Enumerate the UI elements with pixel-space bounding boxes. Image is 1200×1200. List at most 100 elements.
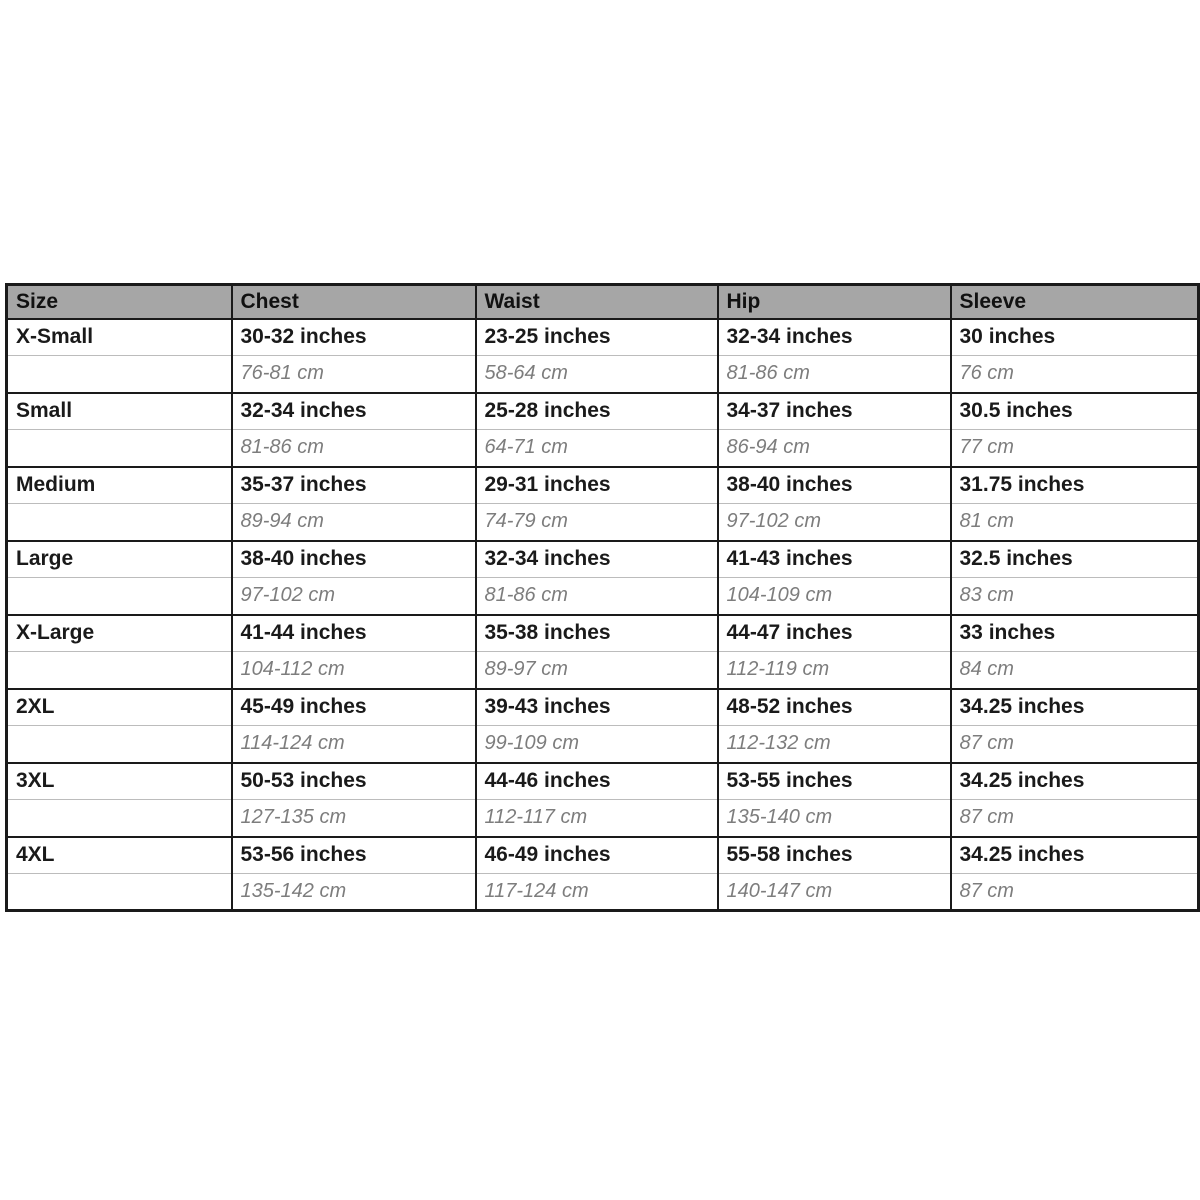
cell-waist-inches: 39-43 inches bbox=[474, 687, 718, 726]
size-cell-empty bbox=[6, 577, 232, 615]
column-header-waist: Waist bbox=[474, 284, 718, 320]
size-chart-table: Size Chest Waist Hip Sleeve X-Small 30-3… bbox=[5, 283, 1200, 912]
cell-sleeve-inches: 34.25 inches bbox=[949, 835, 1199, 874]
cell-sleeve-cm: 83 cm bbox=[949, 577, 1199, 615]
cell-waist-cm: 89-97 cm bbox=[474, 651, 718, 689]
table-row-inches: 3XL 50-53 inches 44-46 inches 53-55 inch… bbox=[6, 761, 1199, 800]
cell-chest-inches: 53-56 inches bbox=[230, 835, 476, 874]
cell-chest-inches: 30-32 inches bbox=[230, 318, 476, 356]
cell-hip-inches: 32-34 inches bbox=[716, 318, 951, 356]
cell-sleeve-cm: 84 cm bbox=[949, 651, 1199, 689]
size-cell-empty bbox=[6, 725, 232, 763]
table-row-inches: Medium 35-37 inches 29-31 inches 38-40 i… bbox=[6, 465, 1199, 504]
size-label: Small bbox=[6, 391, 232, 430]
cell-waist-cm: 99-109 cm bbox=[474, 725, 718, 763]
size-label: 2XL bbox=[6, 687, 232, 726]
table-header-row: Size Chest Waist Hip Sleeve bbox=[6, 284, 1199, 320]
cell-waist-cm: 81-86 cm bbox=[474, 577, 718, 615]
cell-waist-inches: 32-34 inches bbox=[474, 539, 718, 578]
table-row-cm: 104-112 cm 89-97 cm 112-119 cm 84 cm bbox=[6, 651, 1199, 689]
size-chart-container: Size Chest Waist Hip Sleeve X-Small 30-3… bbox=[5, 283, 1200, 912]
column-header-size: Size bbox=[6, 284, 232, 320]
column-header-chest: Chest bbox=[230, 284, 476, 320]
cell-chest-cm: 135-142 cm bbox=[230, 873, 476, 911]
cell-chest-cm: 97-102 cm bbox=[230, 577, 476, 615]
cell-sleeve-cm: 76 cm bbox=[949, 355, 1199, 393]
cell-hip-inches: 34-37 inches bbox=[716, 391, 951, 430]
cell-hip-cm: 112-132 cm bbox=[716, 725, 951, 763]
table-row-cm: 89-94 cm 74-79 cm 97-102 cm 81 cm bbox=[6, 503, 1199, 541]
cell-sleeve-inches: 30.5 inches bbox=[949, 391, 1199, 430]
cell-chest-inches: 38-40 inches bbox=[230, 539, 476, 578]
table-row-cm: 127-135 cm 112-117 cm 135-140 cm 87 cm bbox=[6, 799, 1199, 837]
cell-waist-cm: 74-79 cm bbox=[474, 503, 718, 541]
cell-hip-cm: 86-94 cm bbox=[716, 429, 951, 467]
cell-chest-cm: 104-112 cm bbox=[230, 651, 476, 689]
size-cell-empty bbox=[6, 651, 232, 689]
cell-hip-inches: 41-43 inches bbox=[716, 539, 951, 578]
size-label: X-Large bbox=[6, 613, 232, 652]
cell-sleeve-inches: 32.5 inches bbox=[949, 539, 1199, 578]
cell-hip-cm: 135-140 cm bbox=[716, 799, 951, 837]
table-row-inches: X-Large 41-44 inches 35-38 inches 44-47 … bbox=[6, 613, 1199, 652]
cell-hip-cm: 81-86 cm bbox=[716, 355, 951, 393]
cell-chest-cm: 89-94 cm bbox=[230, 503, 476, 541]
cell-waist-cm: 58-64 cm bbox=[474, 355, 718, 393]
table-row-inches: 2XL 45-49 inches 39-43 inches 48-52 inch… bbox=[6, 687, 1199, 726]
cell-chest-cm: 127-135 cm bbox=[230, 799, 476, 837]
cell-waist-cm: 117-124 cm bbox=[474, 873, 718, 911]
size-label: 3XL bbox=[6, 761, 232, 800]
cell-sleeve-cm: 77 cm bbox=[949, 429, 1199, 467]
cell-chest-cm: 81-86 cm bbox=[230, 429, 476, 467]
cell-hip-cm: 104-109 cm bbox=[716, 577, 951, 615]
cell-waist-cm: 112-117 cm bbox=[474, 799, 718, 837]
size-label: Large bbox=[6, 539, 232, 578]
cell-hip-cm: 140-147 cm bbox=[716, 873, 951, 911]
cell-sleeve-inches: 33 inches bbox=[949, 613, 1199, 652]
size-cell-empty bbox=[6, 503, 232, 541]
table-row-cm: 81-86 cm 64-71 cm 86-94 cm 77 cm bbox=[6, 429, 1199, 467]
cell-sleeve-cm: 81 cm bbox=[949, 503, 1199, 541]
size-cell-empty bbox=[6, 355, 232, 393]
size-label: Medium bbox=[6, 465, 232, 504]
cell-waist-inches: 46-49 inches bbox=[474, 835, 718, 874]
table-row-cm: 76-81 cm 58-64 cm 81-86 cm 76 cm bbox=[6, 355, 1199, 393]
size-cell-empty bbox=[6, 799, 232, 837]
table-row-inches: 4XL 53-56 inches 46-49 inches 55-58 inch… bbox=[6, 835, 1199, 874]
cell-hip-inches: 55-58 inches bbox=[716, 835, 951, 874]
cell-chest-inches: 50-53 inches bbox=[230, 761, 476, 800]
size-cell-empty bbox=[6, 873, 232, 911]
table-row-inches: X-Small 30-32 inches 23-25 inches 32-34 … bbox=[7, 318, 1199, 356]
cell-waist-inches: 44-46 inches bbox=[474, 761, 718, 800]
cell-chest-inches: 32-34 inches bbox=[230, 391, 476, 430]
cell-hip-cm: 112-119 cm bbox=[716, 651, 951, 689]
cell-sleeve-inches: 31.75 inches bbox=[949, 465, 1199, 504]
cell-chest-inches: 41-44 inches bbox=[230, 613, 476, 652]
size-label: 4XL bbox=[6, 835, 232, 874]
cell-sleeve-inches: 34.25 inches bbox=[949, 687, 1199, 726]
table-row-cm: 97-102 cm 81-86 cm 104-109 cm 83 cm bbox=[6, 577, 1199, 615]
cell-sleeve-inches: 30 inches bbox=[949, 318, 1199, 356]
table-row-inches: Small 32-34 inches 25-28 inches 34-37 in… bbox=[6, 391, 1199, 430]
cell-chest-cm: 114-124 cm bbox=[230, 725, 476, 763]
cell-hip-cm: 97-102 cm bbox=[716, 503, 951, 541]
cell-waist-inches: 29-31 inches bbox=[474, 465, 718, 504]
cell-chest-inches: 35-37 inches bbox=[230, 465, 476, 504]
cell-hip-inches: 38-40 inches bbox=[716, 465, 951, 504]
cell-waist-inches: 35-38 inches bbox=[474, 613, 718, 652]
cell-chest-cm: 76-81 cm bbox=[230, 355, 476, 393]
size-label: X-Small bbox=[16, 325, 94, 349]
table-row-cm: 135-142 cm 117-124 cm 140-147 cm 87 cm bbox=[6, 873, 1199, 911]
cell-hip-inches: 48-52 inches bbox=[716, 687, 951, 726]
cell-chest-inches: 45-49 inches bbox=[230, 687, 476, 726]
cell-waist-inches: 23-25 inches bbox=[474, 318, 718, 356]
cell-hip-inches: 53-55 inches bbox=[716, 761, 951, 800]
cell-sleeve-cm: 87 cm bbox=[949, 873, 1199, 911]
size-cell-empty bbox=[6, 429, 232, 467]
cell-hip-inches: 44-47 inches bbox=[716, 613, 951, 652]
cell-sleeve-cm: 87 cm bbox=[949, 725, 1199, 763]
cell-sleeve-inches: 34.25 inches bbox=[949, 761, 1199, 800]
column-header-hip: Hip bbox=[716, 284, 951, 320]
table-row-inches: Large 38-40 inches 32-34 inches 41-43 in… bbox=[6, 539, 1199, 578]
column-header-sleeve: Sleeve bbox=[949, 284, 1199, 320]
